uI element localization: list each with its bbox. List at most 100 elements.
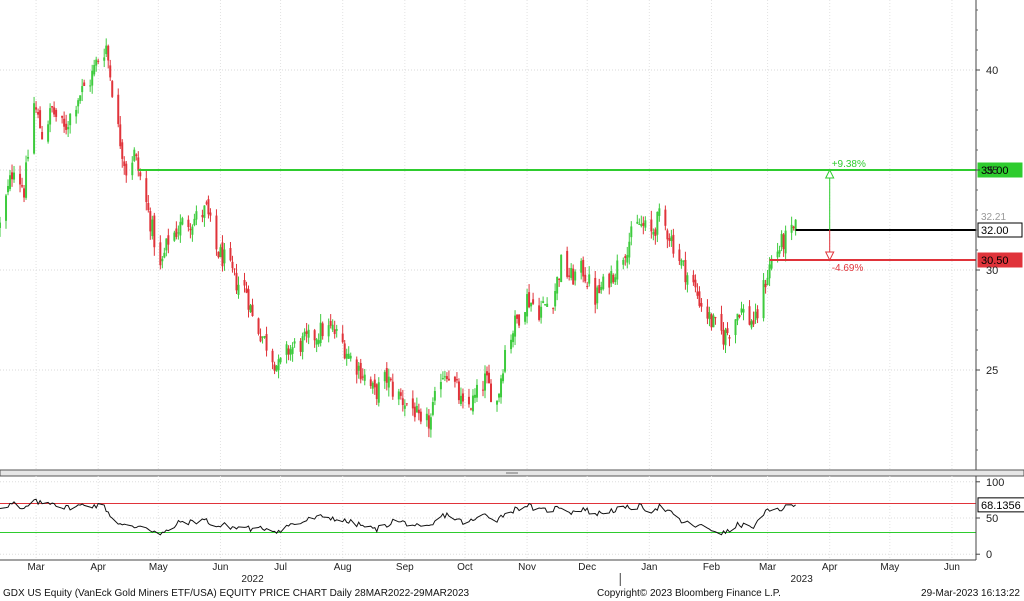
candle-body <box>313 330 316 341</box>
candle-body <box>500 378 503 398</box>
candle-body <box>694 279 697 288</box>
candle-body <box>77 100 80 107</box>
candle-body <box>63 118 66 127</box>
candle-body <box>427 415 430 429</box>
candle-body <box>738 315 741 318</box>
candle-body <box>532 299 535 304</box>
candle-body <box>357 365 360 371</box>
candle-body <box>417 409 420 414</box>
candle-body <box>151 219 154 237</box>
candle-body <box>558 279 561 281</box>
candle-body <box>189 228 192 231</box>
candle-body <box>193 218 196 226</box>
candle-body <box>13 172 16 180</box>
candle-body <box>231 261 234 269</box>
candle-body <box>249 305 252 313</box>
candle-body <box>103 57 106 61</box>
candle-body <box>161 258 164 262</box>
candle-body <box>305 331 308 334</box>
candle-body <box>770 258 773 269</box>
candle-body <box>41 131 44 140</box>
candle-body <box>83 82 86 86</box>
candle-body <box>748 306 751 325</box>
indicator-tick-label: 50 <box>986 513 998 525</box>
candle-body <box>616 260 619 280</box>
candle-body <box>399 392 402 396</box>
candle-body <box>666 230 669 240</box>
candle-body <box>217 251 220 258</box>
candle-body <box>443 376 446 378</box>
candle-body <box>401 398 404 406</box>
candle-body <box>79 95 82 101</box>
candle-body <box>510 339 513 350</box>
candle-body <box>247 289 250 310</box>
percent-annotations: +9.38% -4.69% <box>824 159 866 274</box>
candle-body <box>668 238 671 241</box>
candle-body <box>684 259 687 283</box>
candle-body <box>329 320 332 326</box>
annotation-label: +9.38% <box>832 159 866 170</box>
candle-body <box>630 226 633 238</box>
month-label: Nov <box>518 562 536 573</box>
candle-body <box>429 417 432 430</box>
candle-body <box>700 303 703 307</box>
candle-body <box>11 172 14 180</box>
candle-body <box>75 109 78 117</box>
candle-body <box>125 163 128 176</box>
candle-body <box>397 391 400 400</box>
candle-body <box>584 274 587 282</box>
candle-body <box>377 382 380 403</box>
candle-body <box>469 408 472 410</box>
candle-body <box>768 264 771 279</box>
annotation-arrow-head <box>824 251 835 262</box>
candle-body <box>95 59 98 66</box>
security-description: GDX US Equity (VanEck Gold Miners ETF/US… <box>3 588 470 599</box>
candle-body <box>461 393 464 402</box>
indicator-line <box>0 498 796 536</box>
candle-body <box>672 234 675 254</box>
candle-body <box>81 86 84 93</box>
candle-body <box>640 224 643 227</box>
candle-body <box>566 250 569 277</box>
panel-splitter[interactable] <box>0 469 1024 477</box>
candle-body <box>596 287 599 304</box>
candle-body <box>498 393 501 398</box>
candle-body <box>696 291 699 296</box>
candle-body <box>790 224 793 233</box>
candle-body <box>259 336 262 342</box>
candle-body <box>580 260 583 273</box>
candle-body <box>455 379 458 381</box>
month-label: Apr <box>90 562 106 573</box>
month-label: Mar <box>27 562 45 573</box>
candle-body <box>552 308 555 310</box>
candle-body <box>179 221 182 236</box>
candle-body <box>355 359 358 375</box>
indicator-axis: 0 50 100 68.1356 <box>975 476 1024 561</box>
candle-body <box>708 312 711 320</box>
candle-body <box>762 280 765 319</box>
candle-body <box>37 111 40 115</box>
candle-body <box>293 341 296 344</box>
candle-body <box>546 303 549 307</box>
candle-body <box>488 372 491 384</box>
candle-body <box>153 215 156 248</box>
candle-body <box>710 314 713 328</box>
candle-body <box>792 226 795 229</box>
candle-body <box>457 381 460 401</box>
candle-body <box>754 311 757 320</box>
candle-body <box>265 334 268 351</box>
candle-body <box>524 312 527 322</box>
candle-body <box>229 248 232 261</box>
candle-body <box>383 372 386 382</box>
candle-body <box>614 277 617 282</box>
candle-body <box>441 378 444 380</box>
candle-body <box>21 185 24 187</box>
candle-body <box>67 127 70 130</box>
candle-body <box>453 376 456 382</box>
candle-body <box>371 382 374 389</box>
month-label: Jul <box>274 562 287 573</box>
candle-body <box>315 339 318 345</box>
candle-body <box>459 395 462 404</box>
level-label: 32.00 <box>981 225 1009 237</box>
